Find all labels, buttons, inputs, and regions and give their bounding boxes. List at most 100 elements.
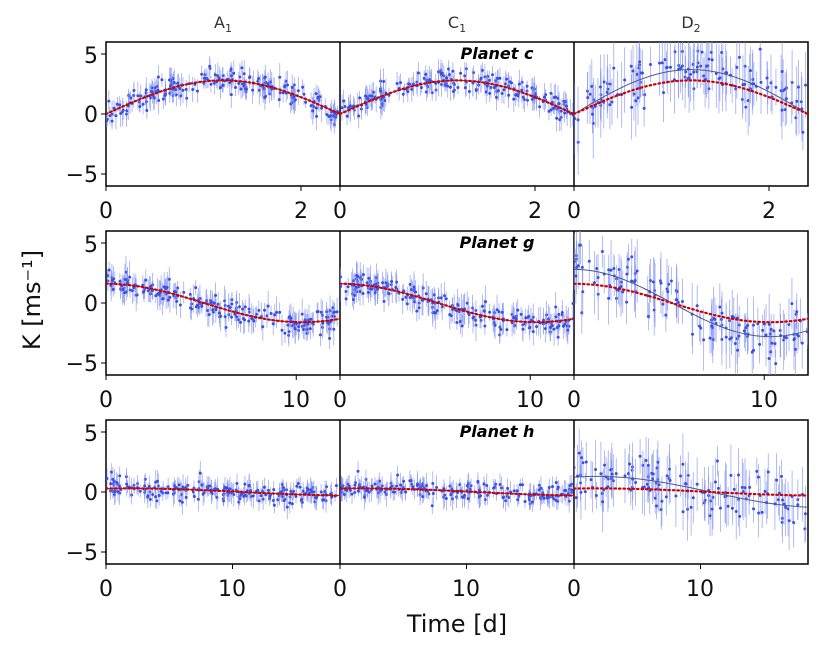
data-point xyxy=(448,85,452,89)
data-point xyxy=(213,73,217,77)
data-point xyxy=(424,90,428,94)
data-point xyxy=(373,482,377,486)
data-point xyxy=(504,499,508,503)
x-tick-label: 2 xyxy=(528,199,542,224)
data-point xyxy=(478,488,482,492)
data-point xyxy=(646,315,650,319)
data-point xyxy=(263,308,267,312)
data-point xyxy=(500,92,504,96)
data-point xyxy=(664,495,668,499)
data-point xyxy=(596,275,600,279)
data-point xyxy=(366,97,370,101)
data-point xyxy=(123,291,127,295)
data-point xyxy=(327,115,331,119)
data-point xyxy=(495,308,499,312)
data-point xyxy=(692,70,696,74)
data-point xyxy=(548,326,552,330)
data-point xyxy=(241,82,245,86)
data-point xyxy=(259,494,263,498)
data-point xyxy=(448,313,452,317)
column-label-d2: D2 xyxy=(681,13,700,35)
data-point xyxy=(494,95,498,99)
data-point xyxy=(664,313,668,317)
data-point xyxy=(188,292,192,296)
data-point xyxy=(195,303,199,307)
data-point xyxy=(151,492,155,496)
data-point xyxy=(761,328,765,332)
panel-planet-c: Planet c 5 0 −5 0 2 0 2 0 2 xyxy=(66,41,809,224)
data-point xyxy=(634,480,638,484)
data-point xyxy=(430,504,434,508)
data-point xyxy=(350,492,354,496)
data-point xyxy=(512,489,516,493)
data-point xyxy=(640,71,644,75)
data-point xyxy=(421,495,425,499)
data-point xyxy=(108,114,112,118)
data-point xyxy=(325,113,329,117)
x-tick-label: 0 xyxy=(99,199,113,224)
data-point xyxy=(160,78,164,82)
data-point xyxy=(318,333,322,337)
data-point xyxy=(256,79,260,83)
data-point xyxy=(314,92,318,96)
data-point xyxy=(588,92,592,96)
data-point xyxy=(623,78,627,82)
reference-line xyxy=(106,282,340,324)
data-point xyxy=(446,84,450,88)
data-point xyxy=(109,470,113,474)
data-point xyxy=(237,81,241,85)
data-point xyxy=(523,499,527,503)
data-point xyxy=(737,55,741,59)
data-point xyxy=(669,65,673,69)
data-point xyxy=(586,96,590,100)
data-point xyxy=(460,324,464,328)
data-point xyxy=(561,324,565,328)
y-tick-label: −5 xyxy=(66,541,98,566)
data-point xyxy=(525,84,529,88)
data-point xyxy=(381,281,385,285)
data-point xyxy=(467,313,471,317)
data-point xyxy=(489,85,493,89)
data-point xyxy=(684,70,688,74)
data-point xyxy=(729,473,733,477)
data-point xyxy=(793,347,797,351)
data-point xyxy=(110,278,114,282)
data-point xyxy=(752,348,756,352)
data-point xyxy=(775,478,779,482)
data-point xyxy=(758,342,762,346)
data-point xyxy=(431,482,435,486)
data-point xyxy=(676,301,680,305)
data-point xyxy=(707,57,711,61)
data-point xyxy=(325,315,329,319)
data-point xyxy=(752,507,756,511)
column-label-c1: C1 xyxy=(448,13,466,35)
x-tick-label: 0 xyxy=(99,388,113,413)
y-tick-label: 0 xyxy=(84,481,98,506)
data-point xyxy=(485,484,489,488)
data-point xyxy=(508,80,512,84)
data-point xyxy=(443,294,447,298)
data-point xyxy=(343,105,347,109)
data-point xyxy=(728,337,732,341)
data-point xyxy=(160,297,164,301)
data-point xyxy=(353,483,357,487)
data-point xyxy=(301,85,305,89)
data-point xyxy=(263,95,267,99)
data-point xyxy=(521,327,525,331)
data-point xyxy=(594,494,598,498)
data-point xyxy=(260,489,264,493)
data-point xyxy=(784,97,788,101)
data-point xyxy=(314,106,318,110)
data-point xyxy=(608,103,612,107)
data-point xyxy=(746,99,750,103)
data-point xyxy=(683,75,687,79)
data-point xyxy=(650,471,654,475)
data-point xyxy=(555,116,559,120)
data-point xyxy=(510,321,514,325)
data-point xyxy=(535,325,539,329)
data-point xyxy=(309,104,313,108)
data-point xyxy=(118,103,122,107)
data-point xyxy=(551,485,555,489)
data-point xyxy=(549,108,553,112)
data-point xyxy=(402,479,406,483)
